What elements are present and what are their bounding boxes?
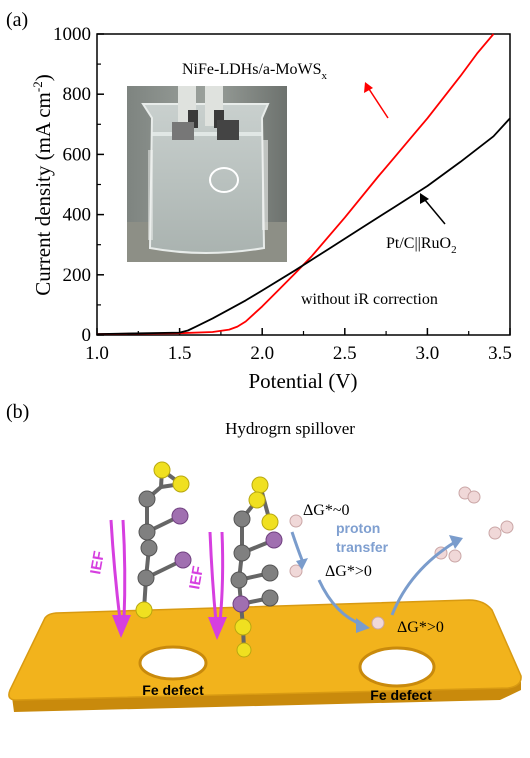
- arrow-ptc: [424, 199, 446, 225]
- defect-label-2: Fe defect: [370, 687, 432, 703]
- dg-label-1: ΔG*~0: [303, 502, 350, 519]
- y-tick-label: 600: [63, 144, 92, 165]
- y-ticks: 0 200 400 600 800 1000: [53, 24, 104, 346]
- x-axis-label: Potential (V): [248, 369, 357, 393]
- arrow-nife: [368, 88, 389, 119]
- panel-a-label: (a): [6, 9, 28, 31]
- molecule-chain-1: [135, 461, 192, 619]
- defect-hole-1: [138, 645, 208, 681]
- arrow-ptc-head: [420, 193, 429, 204]
- catalyst-plate: Fe defect Fe defect: [8, 599, 522, 712]
- y-axis-label: Current density (mA cm-2): [30, 74, 55, 295]
- panel-b: (b) Hydrogrn spillover Fe defect Fe defe…: [6, 401, 522, 712]
- x-tick-label: 2.5: [333, 343, 357, 364]
- legend-nife: NiFe-LDHs/a-MoWSx: [182, 61, 328, 82]
- y-tick-label: 400: [63, 205, 92, 226]
- x-ticks: 1.0 1.5 2.0 2.5 3.0 3.5: [85, 328, 512, 364]
- proton-label: proton: [336, 520, 380, 536]
- series-line-ptc-ruo2: [96, 117, 511, 335]
- panel-b-label: (b): [6, 401, 29, 423]
- ief-label-1: IEF: [87, 550, 108, 576]
- transfer-arrow-heads: [296, 535, 463, 633]
- series-lines: [96, 33, 511, 335]
- ief-arrow-2: IEF: [186, 531, 227, 640]
- x-tick-label: 3.0: [416, 343, 440, 364]
- panel-a: (a): [6, 9, 512, 393]
- defect-hole-2: [358, 646, 436, 688]
- inset-photo: [127, 86, 287, 262]
- y-tick-label: 200: [63, 265, 92, 286]
- ief-arrow-1: IEF: [87, 519, 131, 638]
- annotation-ir: without iR correction: [301, 291, 438, 308]
- series-line-nife-ldhs: [96, 33, 495, 335]
- x-tick-label: 1.0: [85, 343, 109, 364]
- y-tick-label: 0: [82, 325, 92, 346]
- x-tick-label: 2.0: [250, 343, 274, 364]
- y-tick-label: 800: [63, 84, 92, 105]
- x-tick-label: 3.5: [488, 343, 512, 364]
- x-tick-label: 1.5: [168, 343, 192, 364]
- diagram-title: Hydrogrn spillover: [225, 419, 355, 438]
- defect-label-1: Fe defect: [142, 682, 204, 698]
- transfer-label: transfer: [336, 539, 389, 555]
- y-tick-label: 1000: [53, 24, 91, 45]
- arrow-nife-head: [364, 82, 373, 93]
- dg-label-3: ΔG*>0: [397, 619, 444, 636]
- molecule-chain-2: [230, 476, 283, 658]
- legend-ptc: Pt/C||RuO2: [386, 235, 457, 256]
- dg-label-2: ΔG*>0: [325, 563, 372, 580]
- ief-label-2: IEF: [186, 565, 207, 591]
